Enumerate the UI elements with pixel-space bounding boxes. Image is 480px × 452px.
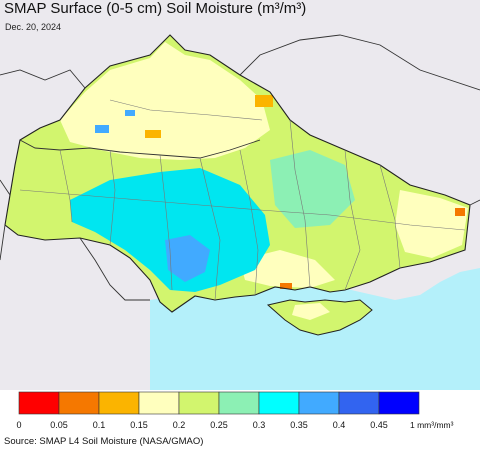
legend-tick-label: 0.25 — [210, 420, 228, 430]
legend-swatch — [138, 391, 180, 415]
legend-swatch — [258, 391, 300, 415]
dry-patch-2 — [145, 130, 161, 138]
source-credit: Source: SMAP L4 Soil Moisture (NASA/GMAO… — [4, 436, 204, 447]
legend-unit-label: 1 mm³/mm³ — [410, 420, 454, 430]
oblast-boundaries — [19, 99, 466, 301]
dry-region-north — [60, 42, 270, 160]
legend-tick-label: 0.2 — [173, 420, 186, 430]
wet-region-northeast — [270, 150, 355, 228]
legend-tick-label: 0.15 — [130, 420, 148, 430]
legend-swatch — [178, 391, 220, 415]
wet-region-central — [70, 168, 270, 292]
legend-swatch — [218, 391, 260, 415]
legend-tick-label: 0 — [16, 420, 21, 430]
neighbor-border-north — [19, 139, 261, 159]
neighbor-border-east — [469, 199, 480, 206]
legend-swatch — [298, 391, 340, 415]
legend-swatch — [58, 391, 100, 415]
legend-tick-label: 0.45 — [370, 420, 388, 430]
legend-tick-label: 0.05 — [50, 420, 68, 430]
soil-moisture-map — [0, 0, 480, 390]
crimea-border — [266, 299, 373, 336]
neighbor-border-west — [0, 179, 11, 261]
legend-swatch — [378, 391, 420, 415]
dry-region-south — [240, 250, 335, 288]
neighbor-border-moldova — [79, 237, 150, 301]
date-label: Dec. 20, 2024 — [5, 22, 62, 32]
neighbor-border-belarus — [0, 69, 86, 89]
dry-patch-1 — [255, 95, 273, 107]
dry-patch-3 — [280, 283, 292, 289]
legend-tick-label: 0.3 — [253, 420, 266, 430]
color-legend: 0 0.05 0.1 0.15 0.2 0.25 0.3 0.35 0.4 0.45 1 mm³/… — [16, 391, 454, 430]
page-title: SMAP Surface (0-5 cm) Soil Moisture (m³/… — [4, 0, 307, 17]
wet-region-core — [165, 235, 210, 282]
legend-swatch — [98, 391, 140, 415]
legend-swatch — [18, 391, 60, 415]
wet-patch-1 — [95, 125, 109, 133]
legend-tick-label: 0.1 — [93, 420, 106, 430]
legend-tick-label: 0.4 — [333, 420, 346, 430]
legend-swatch — [338, 391, 380, 415]
dry-patch-4 — [455, 208, 465, 216]
crimea-dry — [292, 303, 330, 320]
legend-tick-label: 0.35 — [290, 420, 308, 430]
neighbor-border-russia — [239, 34, 480, 91]
wet-patch-2 — [125, 110, 135, 116]
dry-region-east — [395, 190, 468, 258]
